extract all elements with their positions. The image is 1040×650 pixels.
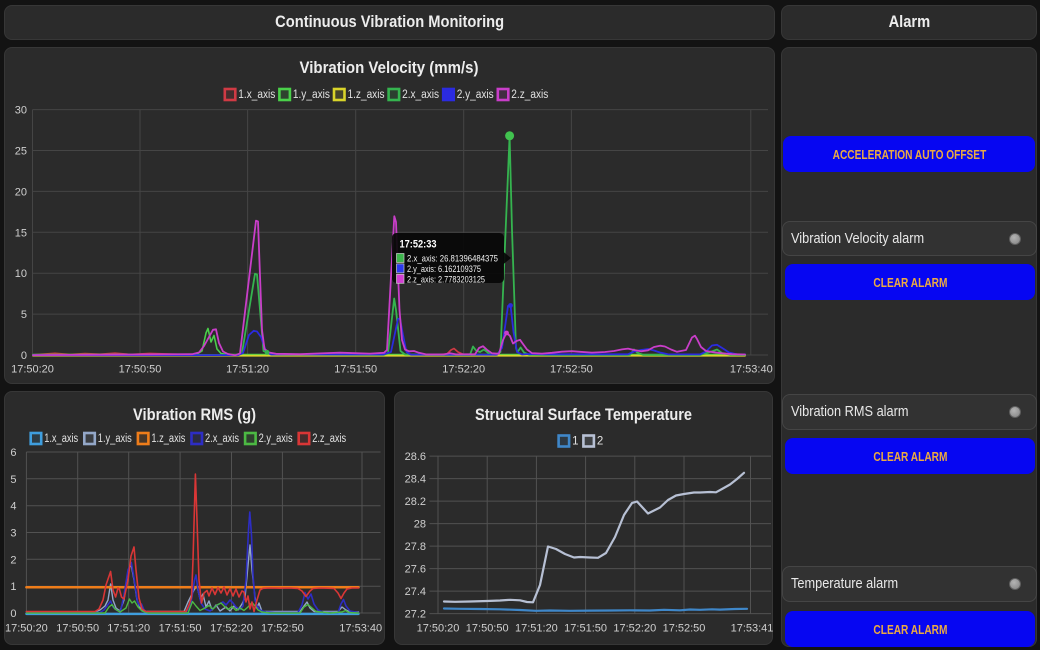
svg-text:25: 25 [15, 146, 27, 158]
svg-text:1: 1 [572, 436, 578, 448]
svg-text:2.y_axis: 2.y_axis [259, 433, 293, 445]
svg-text:2: 2 [597, 436, 603, 448]
svg-text:1.z_axis: 1.z_axis [348, 89, 385, 101]
svg-text:1.x_axis: 1.x_axis [44, 433, 78, 445]
svg-text:Vibration Velocity (mm/s): Vibration Velocity (mm/s) [300, 58, 479, 77]
svg-text:17:51:50: 17:51:50 [564, 623, 607, 635]
svg-text:17:50:50: 17:50:50 [466, 623, 509, 635]
svg-text:17:53:40: 17:53:40 [730, 364, 773, 376]
svg-text:Structural Surface Temperature: Structural Surface Temperature [475, 405, 692, 424]
svg-text:27.6: 27.6 [405, 564, 426, 576]
svg-text:4: 4 [10, 501, 16, 513]
svg-text:2.z_axis: 2.z_axis [511, 89, 548, 101]
svg-text:1.y_axis: 1.y_axis [98, 433, 132, 445]
svg-text:5: 5 [21, 309, 27, 321]
svg-text:27.4: 27.4 [405, 586, 426, 598]
svg-text:0: 0 [10, 608, 16, 620]
svg-text:17:53:40: 17:53:40 [339, 623, 382, 635]
svg-text:17:50:20: 17:50:20 [417, 623, 460, 635]
svg-text:17:52:20: 17:52:20 [210, 623, 253, 635]
svg-text:17:50:20: 17:50:20 [5, 623, 48, 635]
svg-text:1.y_axis: 1.y_axis [293, 89, 330, 101]
svg-text:30: 30 [15, 105, 27, 117]
svg-text:27.2: 27.2 [405, 609, 426, 621]
svg-text:28.4: 28.4 [405, 474, 426, 486]
svg-text:3: 3 [10, 528, 16, 540]
svg-text:17:52:50: 17:52:50 [663, 623, 706, 635]
svg-text:Vibration RMS (g): Vibration RMS (g) [133, 405, 256, 424]
svg-text:28.2: 28.2 [405, 496, 426, 508]
svg-text:20: 20 [15, 186, 27, 198]
svg-text:17:50:20: 17:50:20 [11, 364, 54, 376]
svg-text:17:50:50: 17:50:50 [119, 364, 162, 376]
svg-text:17:52:50: 17:52:50 [261, 623, 304, 635]
svg-text:15: 15 [15, 227, 27, 239]
svg-text:2.x_axis: 26.81396484375: 2.x_axis: 26.81396484375 [407, 254, 498, 264]
svg-text:17:51:20: 17:51:20 [107, 623, 150, 635]
svg-text:28: 28 [414, 519, 426, 531]
svg-text:27.8: 27.8 [405, 541, 426, 553]
svg-text:2.x_axis: 2.x_axis [205, 433, 239, 445]
svg-text:2: 2 [10, 554, 16, 566]
svg-text:28.6: 28.6 [405, 451, 426, 463]
svg-text:2.z_axis: 2.z_axis [312, 433, 346, 445]
svg-text:0: 0 [21, 350, 27, 362]
svg-text:2.y_axis: 2.y_axis [457, 89, 494, 101]
svg-text:2.y_axis: 6.162109375: 2.y_axis: 6.162109375 [407, 264, 481, 274]
svg-text:17:53:41: 17:53:41 [731, 623, 774, 635]
svg-text:1.x_axis: 1.x_axis [238, 89, 275, 101]
svg-text:17:52:50: 17:52:50 [550, 364, 593, 376]
svg-text:17:51:20: 17:51:20 [515, 623, 558, 635]
svg-text:2.x_axis: 2.x_axis [402, 89, 439, 101]
svg-text:17:52:20: 17:52:20 [613, 623, 656, 635]
svg-text:6: 6 [10, 447, 16, 459]
svg-text:17:51:50: 17:51:50 [159, 623, 202, 635]
svg-text:2.z_axis: 2.7783203125: 2.z_axis: 2.7783203125 [407, 274, 485, 284]
svg-text:17:52:20: 17:52:20 [442, 364, 485, 376]
svg-text:17:51:20: 17:51:20 [226, 364, 269, 376]
svg-text:10: 10 [15, 268, 27, 280]
svg-text:1.z_axis: 1.z_axis [151, 433, 185, 445]
svg-text:17:51:50: 17:51:50 [334, 364, 377, 376]
svg-text:1: 1 [10, 581, 16, 593]
svg-text:17:52:33: 17:52:33 [400, 239, 437, 251]
svg-text:5: 5 [10, 474, 16, 486]
svg-text:17:50:50: 17:50:50 [56, 623, 99, 635]
